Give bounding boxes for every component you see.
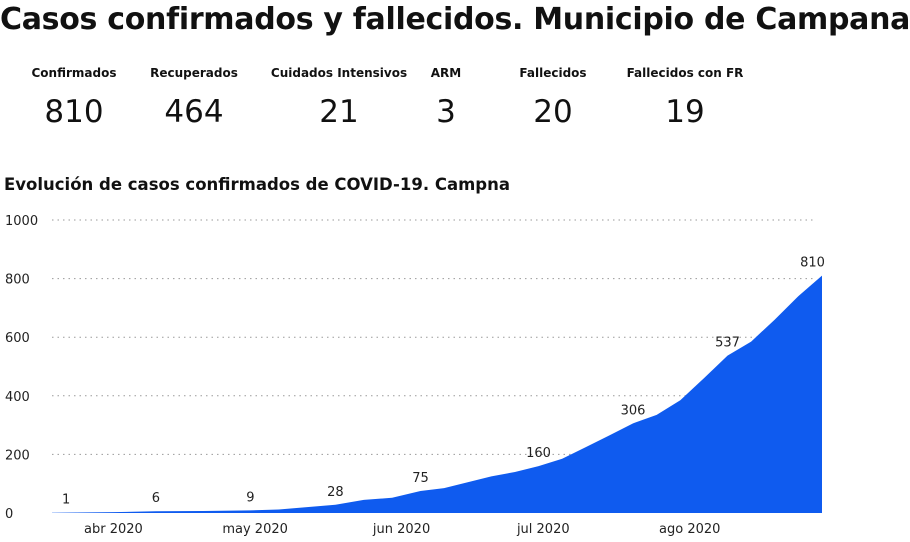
- area-series: [52, 275, 822, 513]
- kpi-recuperados: Recuperados 464: [138, 66, 250, 130]
- kpi-value: 21: [319, 94, 359, 130]
- data-label: 306: [621, 403, 646, 418]
- data-label: 6: [152, 491, 160, 506]
- x-tick-label: jul 2020: [516, 522, 570, 537]
- data-label: 810: [800, 256, 825, 271]
- kpi-fallecidos-con-fr: Fallecidos con FR 19: [612, 66, 758, 130]
- y-axis-ticks: 0 200 400 600 800 1000: [5, 214, 38, 522]
- x-tick-label: jun 2020: [372, 522, 430, 537]
- x-tick-label: ago 2020: [659, 522, 720, 537]
- kpi-label: Recuperados: [150, 66, 238, 80]
- data-labels: 1 6 9 28 75 160 306 537 810: [62, 256, 825, 508]
- kpi-label: Confirmados: [31, 66, 117, 80]
- area-fill: [52, 275, 822, 513]
- kpi-arm: ARM 3: [418, 66, 474, 130]
- kpi-label: Fallecidos con FR: [626, 66, 744, 80]
- y-tick-label: 0: [5, 507, 13, 522]
- y-tick-label: 400: [5, 390, 30, 405]
- kpi-label: ARM: [430, 66, 462, 80]
- kpi-value: 3: [436, 94, 456, 130]
- gridlines: [52, 219, 816, 455]
- data-label: 9: [246, 490, 254, 505]
- y-tick-label: 1000: [5, 214, 38, 229]
- data-label: 1: [62, 493, 70, 508]
- data-label: 28: [327, 485, 344, 500]
- kpi-fallecidos: Fallecidos 20: [504, 66, 602, 130]
- y-tick-label: 600: [5, 331, 30, 346]
- data-label: 160: [526, 446, 551, 461]
- cases-area-chart: 0 200 400 600 800 1000 abr 2020 may 2020 jun 20…: [5, 214, 825, 537]
- kpi-value: 20: [533, 94, 573, 130]
- x-axis-ticks: abr 2020 may 2020 jun 2020 jul 2020 ago 2020: [84, 522, 720, 537]
- y-tick-label: 800: [5, 273, 30, 288]
- kpi-cuidados-intensivos: Cuidados Intensivos 21: [268, 66, 410, 130]
- kpi-value: 464: [164, 94, 224, 130]
- kpi-label: Cuidados Intensivos: [270, 66, 408, 80]
- kpi-confirmados: Confirmados 810: [18, 66, 130, 130]
- page-title: Casos confirmados y fallecidos. Municipi…: [0, 2, 910, 37]
- y-tick-label: 200: [5, 448, 30, 463]
- data-label: 75: [412, 471, 429, 486]
- x-tick-label: may 2020: [222, 522, 288, 537]
- kpi-value: 810: [44, 94, 104, 130]
- data-label: 537: [715, 336, 740, 351]
- kpi-label: Fallecidos: [519, 66, 587, 80]
- kpi-value: 19: [665, 94, 705, 130]
- x-tick-label: abr 2020: [84, 522, 143, 537]
- chart-title: Evolución de casos confirmados de COVID-…: [4, 175, 510, 194]
